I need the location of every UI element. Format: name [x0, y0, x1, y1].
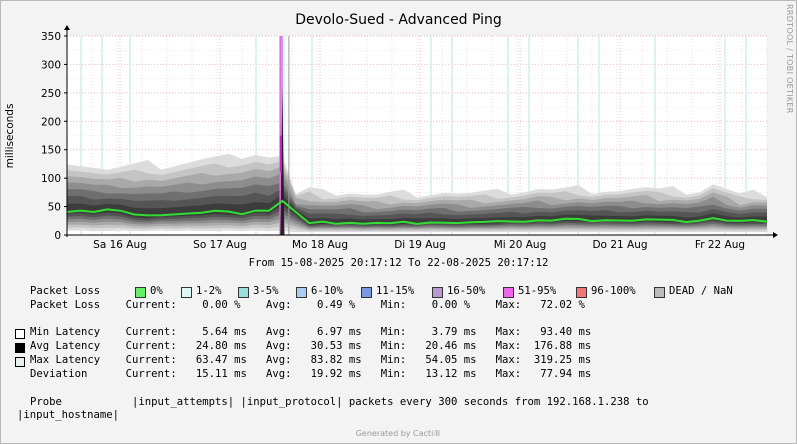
avg-latency-stats: Avg Latency Current: 24.80 ms Avg: 30.53… [30, 340, 592, 352]
x-tick-label: Sa 16 Aug [93, 239, 147, 251]
rrdtool-credit: RRDTOOL / TOBI OETIKER [785, 4, 794, 114]
loss-label: 6-10% [311, 285, 343, 297]
loss-swatch [361, 287, 372, 298]
x-tick-label: Mi 20 Aug [494, 239, 547, 251]
dead-bar [288, 36, 290, 235]
max-latency-swatch [15, 357, 25, 367]
probe-line: Probe |input_attempts| |input_protocol| … [30, 396, 649, 408]
y-tick-label: 150 [41, 145, 61, 157]
packet-loss-stats: Packet Loss Current: 0.00 % Avg: 0.49 % … [30, 299, 585, 311]
x-axis-arrow [773, 232, 778, 238]
loss-label: 0% [150, 285, 163, 297]
y-tick-label: 200 [41, 116, 61, 128]
latency-band [67, 194, 767, 225]
chart-title: Devolo-Sued - Advanced Ping [295, 12, 502, 28]
probe-hostname: |input_hostname| [17, 409, 120, 421]
loss-swatch [576, 287, 587, 298]
plot-area: 0 50 100 150 200 250 300 350 Sa 16 Aug So 17 Aug M… [4, 25, 778, 251]
max-latency-stats: Max Latency Current: 63.47 ms Avg: 83.82… [30, 354, 592, 366]
avg-latency-path [66, 199, 768, 225]
x-tick-label: Di 19 Aug [394, 239, 446, 251]
y-tick-label: 250 [41, 88, 61, 100]
y-tick-label: 100 [41, 173, 61, 185]
loss-label: 16-50% [447, 285, 486, 297]
y-axis-arrow [64, 25, 70, 30]
y-tick-label: 50 [48, 202, 61, 214]
time-range: From 15-08-2025 20:17:12 To 22-08-2025 2… [248, 257, 549, 269]
footer-credit: Generated by Cacti® [355, 429, 442, 438]
loss-swatch [238, 287, 249, 298]
y-tick-label: 300 [41, 59, 61, 71]
avg-latency-line [66, 199, 768, 225]
loss-label: 1-2% [196, 285, 222, 297]
deviation-stats: Deviation Current: 15.11 ms Avg: 19.92 m… [30, 368, 592, 380]
avg-spike-loss [279, 135, 282, 173]
x-tick-label: Do 21 Aug [592, 239, 647, 251]
loss-label: 3-5% [253, 285, 279, 297]
avg-latency-swatch [15, 343, 25, 353]
min-latency-swatch [15, 329, 25, 339]
axes: 0 50 100 150 200 250 300 350 Sa 16 Aug So 17 Aug M… [41, 25, 778, 251]
y-axis-label: milliseconds [4, 104, 16, 169]
x-tick-label: So 17 Aug [193, 239, 247, 251]
packet-loss-label: Packet Loss [30, 285, 101, 297]
min-latency-stats: Min Latency Current: 5.64 ms Avg: 6.97 m… [30, 326, 592, 338]
y-tick-label: 0 [54, 230, 61, 242]
loss-swatch [135, 287, 146, 298]
y-tick-label: 350 [41, 31, 61, 43]
loss-label: 51-95% [518, 285, 557, 297]
loss-swatch [503, 287, 514, 298]
loss-label: 96-100% [591, 285, 636, 297]
loss-spike [279, 36, 290, 236]
max-spike [280, 86, 285, 236]
loss-label: 11-15% [376, 285, 415, 297]
loss-swatch [296, 287, 307, 298]
x-tick-label: Fr 22 Aug [695, 239, 745, 251]
loss-label: DEAD / NaN [669, 285, 733, 297]
x-tick-label: Mo 18 Aug [292, 239, 348, 251]
loss-swatch [181, 287, 192, 298]
loss-swatch [432, 287, 443, 298]
loss-swatch [654, 287, 665, 298]
